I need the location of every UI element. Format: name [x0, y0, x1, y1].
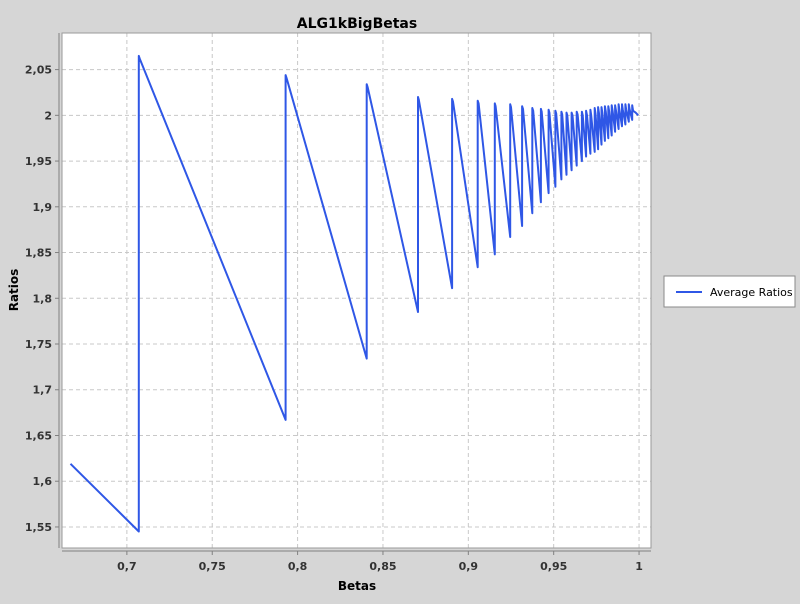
plot-background	[62, 33, 651, 548]
y-tick-label: 1,8	[33, 292, 53, 305]
chart-title: ALG1kBigBetas	[297, 16, 417, 32]
series-layer	[69, 54, 639, 533]
x-ticks: 0,7 0,75 0,8 0,85 0,9 0,95 1	[117, 551, 643, 573]
x-tick-label: 1	[635, 560, 643, 573]
y-tick-label: 1,6	[33, 475, 53, 488]
y-tick-label: 1,9	[33, 201, 53, 214]
series-line-average-ratios	[69, 54, 639, 533]
plot-border	[61, 32, 652, 549]
y-tick-label: 2	[44, 109, 52, 122]
y-tick-label: 1,75	[25, 338, 52, 351]
x-tick-label: 0,9	[459, 560, 479, 573]
y-tick-label: 1,65	[25, 429, 52, 442]
x-tick-label: 0,85	[369, 560, 396, 573]
x-tick-label: 0,75	[199, 560, 226, 573]
y-tick-label: 1,7	[33, 384, 53, 397]
x-tick-label: 0,95	[540, 560, 567, 573]
legend-label: Average Ratios	[710, 286, 793, 299]
y-axis-label: Ratios	[7, 269, 21, 312]
legend: Average Ratios	[663, 275, 796, 308]
y-ticks: 1,55 1,6 1,65 1,7 1,75 1,8 1,85 1,9 1,95 2 2,05	[25, 64, 59, 534]
y-tick-label: 1,55	[25, 521, 52, 534]
y-tick-label: 1,85	[25, 247, 52, 260]
y-tick-label: 1,95	[25, 155, 52, 168]
x-tick-label: 0,8	[288, 560, 308, 573]
x-tick-label: 0,7	[117, 560, 137, 573]
x-axis-label: Betas	[338, 579, 376, 593]
y-tick-label: 2,05	[25, 64, 52, 77]
